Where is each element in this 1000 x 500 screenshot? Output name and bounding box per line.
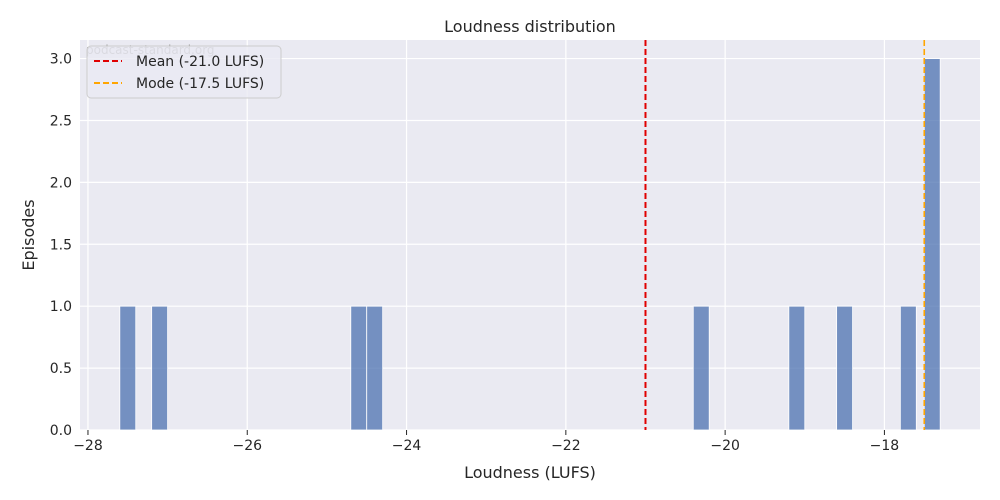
histogram-bar (151, 305, 169, 431)
legend-mode-label: Mode (-17.5 LUFS) (136, 76, 264, 92)
y-tick-label: 0.0 (50, 423, 72, 439)
histogram-bar (692, 305, 710, 431)
x-tick-label: −18 (870, 438, 900, 454)
y-axis-ticks: 0.0 0.5 1.0 1.5 2.0 2.5 3.0 (50, 52, 72, 439)
plot-background (80, 40, 980, 430)
histogram-bar (923, 58, 941, 431)
x-tick-label: −20 (710, 438, 740, 454)
x-axis-ticks: −28 −26 −24 −22 −20 −18 (73, 430, 899, 454)
x-tick-label: −26 (232, 438, 262, 454)
chart-title: Loudness distribution (444, 17, 616, 36)
y-tick-label: 0.5 (50, 361, 72, 377)
x-tick-label: −28 (73, 438, 103, 454)
histogram-bar (366, 305, 384, 431)
legend: Mean (-21.0 LUFS) Mode (-17.5 LUFS) (86, 45, 282, 99)
histogram-bar (836, 305, 853, 431)
reference-lines (644, 40, 926, 430)
y-tick-label: 2.0 (50, 175, 72, 191)
x-axis-label: Loudness (LUFS) (464, 463, 596, 482)
histogram-bars (119, 58, 941, 431)
histogram-bar (899, 305, 917, 431)
y-tick-label: 3.0 (50, 52, 72, 68)
histogram-bar (788, 305, 806, 431)
y-tick-label: 1.0 (50, 299, 72, 315)
x-tick-label: −24 (392, 438, 422, 454)
y-axis-label: Episodes (19, 199, 38, 270)
histogram-bar (119, 305, 137, 431)
y-tick-label: 2.5 (50, 113, 72, 129)
histogram-bar (350, 305, 368, 431)
legend-mean-label: Mean (-21.0 LUFS) (136, 54, 264, 70)
x-tick-label: −22 (551, 438, 581, 454)
y-tick-label: 1.5 (50, 237, 72, 253)
legend-box (86, 45, 282, 99)
grid-lines (80, 40, 980, 431)
